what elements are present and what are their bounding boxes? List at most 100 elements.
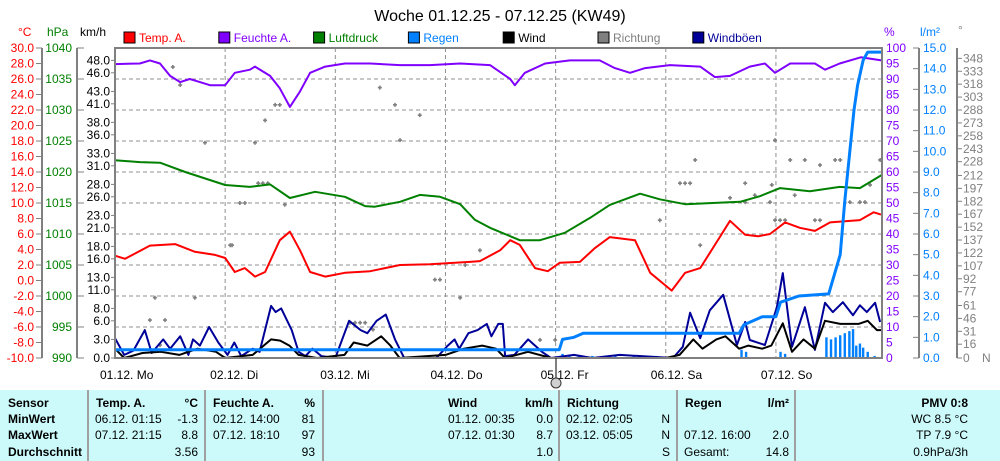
rain-unit: l/m² bbox=[767, 396, 789, 410]
direction-header: Richtung bbox=[567, 396, 619, 410]
direction-point bbox=[678, 181, 683, 186]
direction-tick-label: 122 bbox=[963, 246, 983, 260]
direction-zero-label: N bbox=[982, 351, 991, 365]
humidity-tick-label: 50 bbox=[886, 196, 900, 210]
column-divider bbox=[204, 390, 206, 461]
direction-point bbox=[698, 243, 703, 248]
direction-point bbox=[256, 181, 261, 186]
rain-bar bbox=[740, 349, 743, 358]
humidity-tick-label: 55 bbox=[886, 181, 900, 195]
direction-point bbox=[657, 218, 662, 223]
direction-point bbox=[838, 157, 843, 162]
direction-point bbox=[377, 85, 382, 90]
direction-point bbox=[458, 295, 463, 300]
temp-tick-label: -10.0 bbox=[7, 351, 35, 365]
wind-tick-label: 41.0 bbox=[87, 97, 111, 111]
direction-tick-label: 16 bbox=[963, 337, 977, 351]
rain-tick-label: 1.0 bbox=[923, 330, 940, 344]
direction-tick-label: 92 bbox=[963, 272, 977, 286]
series-line-luftdruck bbox=[114, 159, 883, 242]
direction-tick-label: 288 bbox=[963, 103, 983, 117]
direction-max-time: 03.12. 05:05 bbox=[566, 428, 633, 442]
direction-point bbox=[688, 181, 693, 186]
rain-bar bbox=[851, 329, 855, 358]
direction-point bbox=[767, 200, 772, 205]
direction-point bbox=[358, 320, 363, 325]
humidity-min: 81 bbox=[301, 412, 315, 426]
humidity-tick-label: 65 bbox=[886, 150, 900, 164]
rain-total-label: Gesamt: bbox=[684, 445, 730, 459]
rain-tick-label: 13.0 bbox=[923, 82, 947, 96]
humidity-tick-label: 90 bbox=[886, 72, 900, 86]
temp-tick-label: 2.0 bbox=[17, 258, 34, 272]
legend-label: Windböen bbox=[708, 31, 762, 45]
humidity-tick-label: 70 bbox=[886, 134, 900, 148]
temp-tick-label: 6.0 bbox=[17, 227, 34, 241]
direction-tick-label: 0 bbox=[963, 351, 970, 365]
pressure-tick-label: 1035 bbox=[45, 72, 72, 86]
wind-tick-label: 6.0 bbox=[93, 314, 110, 328]
direction-point bbox=[252, 140, 257, 145]
rain-bar bbox=[829, 339, 833, 358]
rain-tick-label: 12.0 bbox=[923, 103, 947, 117]
temp-tick-label: -4.0 bbox=[13, 305, 34, 319]
direction-point bbox=[769, 182, 774, 187]
rain-bar bbox=[577, 355, 580, 358]
pressure-tick-label: 1030 bbox=[45, 103, 72, 117]
wind-unit: km/h bbox=[524, 396, 553, 410]
rain-tick-label: 0.0 bbox=[923, 351, 940, 365]
direction-point bbox=[773, 138, 778, 143]
humidity-tick-label: 40 bbox=[886, 227, 900, 241]
wind-header: Wind bbox=[448, 396, 478, 410]
chart-title: Woche 01.12.25 - 07.12.25 (KW49) bbox=[374, 8, 625, 25]
wind-tick-label: 28.0 bbox=[87, 177, 111, 191]
rain-bar bbox=[779, 351, 782, 358]
temp-tick-label: 22.0 bbox=[11, 103, 35, 117]
temp-axis-unit: °C bbox=[18, 25, 32, 39]
time-slider-handle[interactable] bbox=[550, 358, 562, 389]
wind-tick-label: 31.0 bbox=[87, 159, 111, 173]
direction-point bbox=[392, 102, 397, 107]
direction-tick-label: 152 bbox=[963, 220, 983, 234]
pressure-tick-label: 1040 bbox=[45, 41, 72, 55]
temp-tick-label: 10.0 bbox=[11, 196, 35, 210]
temp-min-time: 06.12. 01:15 bbox=[95, 412, 162, 426]
direction-point bbox=[263, 118, 268, 123]
direction-point bbox=[370, 327, 375, 332]
direction-point bbox=[437, 277, 442, 282]
temp-tick-label: 20.0 bbox=[11, 119, 35, 133]
column-divider bbox=[322, 390, 324, 461]
direction-point bbox=[847, 200, 852, 205]
humidity-tick-label: 25 bbox=[886, 274, 900, 288]
temp-tick-label: -6.0 bbox=[13, 320, 34, 334]
humidity-tick-label: 75 bbox=[886, 119, 900, 133]
direction-min: N bbox=[661, 412, 670, 426]
direction-tick-label: 318 bbox=[963, 77, 983, 91]
temp-tick-label: 4.0 bbox=[17, 243, 34, 257]
rain-tick-label: 2.0 bbox=[923, 310, 940, 324]
direction-point bbox=[857, 200, 862, 205]
rain-tick-label: 7.0 bbox=[923, 206, 940, 220]
legend: Temp. A. Feuchte A. Luftdruck Regen Wind Rich… bbox=[123, 31, 762, 45]
legend-swatch bbox=[218, 31, 231, 44]
direction-point bbox=[277, 102, 282, 107]
temp-tick-label: 0.0 bbox=[17, 274, 34, 288]
direction-tick-label: 182 bbox=[963, 194, 983, 208]
direction-tick-label: 212 bbox=[963, 168, 983, 182]
direction-point bbox=[792, 193, 797, 198]
rain-tick-label: 11.0 bbox=[923, 124, 946, 138]
legend-swatch bbox=[502, 31, 515, 44]
direction-tick-label: 303 bbox=[963, 90, 983, 104]
rain-bar bbox=[873, 355, 876, 358]
direction-point bbox=[202, 140, 207, 145]
direction-point bbox=[273, 102, 278, 107]
direction-point bbox=[147, 318, 152, 323]
wind-tick-label: 36.0 bbox=[87, 128, 111, 142]
wind-tick-label: 18.0 bbox=[87, 239, 111, 253]
column-divider bbox=[558, 390, 560, 461]
pmv-value: PMV 0:8 bbox=[921, 396, 968, 410]
legend-label: Richtung bbox=[613, 31, 660, 45]
grid: 01.12. Mo 02.12. Di 03.12. Mi 04.12. Do 05.1… bbox=[100, 48, 882, 382]
humidity-tick-label: 15 bbox=[886, 305, 900, 319]
temp-tick-label: -2.0 bbox=[13, 289, 34, 303]
